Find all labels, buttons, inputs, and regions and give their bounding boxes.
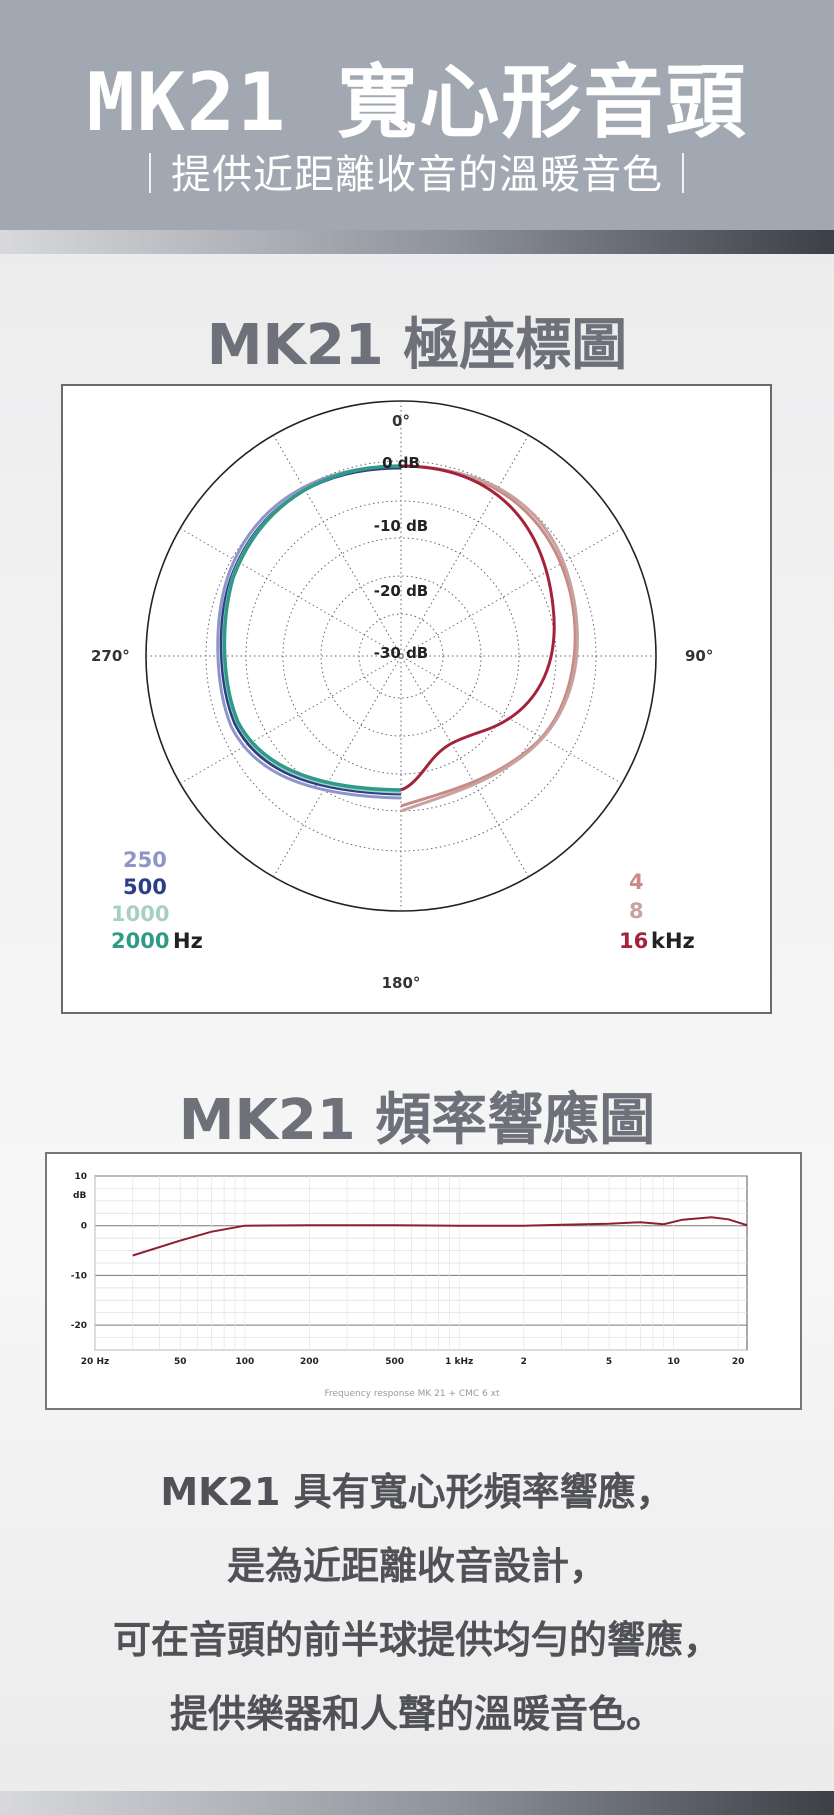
angle-label-0: 0° bbox=[392, 412, 410, 430]
polar-curve-250 bbox=[216, 464, 402, 800]
freq-chart: 100-10-20 20 Hz 50 100 200 500 1 kHz 2 5 10 20 dB… bbox=[71, 1172, 748, 1399]
freq-x-tick: 10 bbox=[667, 1357, 680, 1367]
freq-y-tick: -20 bbox=[71, 1321, 87, 1331]
freq-x-tick: 2 bbox=[521, 1357, 527, 1367]
freq-x-tick: 1 kHz bbox=[445, 1357, 473, 1367]
polar-ring bbox=[320, 575, 482, 737]
angle-label-180: 180° bbox=[382, 974, 421, 992]
page-title: MK21 寬心形音頭 bbox=[0, 38, 834, 154]
freq-x-tick-labels: 20 Hz 50 100 200 500 1 kHz 2 5 10 20 bbox=[81, 1357, 745, 1367]
gradient-band-top bbox=[0, 230, 834, 254]
freq-y-tick-labels: 10 0 -10 -20 bbox=[71, 1172, 87, 1331]
polar-grid bbox=[145, 400, 657, 912]
freq-y-tick: -10 bbox=[71, 1271, 87, 1281]
polar-curve-8k bbox=[400, 464, 579, 813]
freq-x-tick: 200 bbox=[300, 1357, 319, 1367]
polar-chart-panel: 0° 90° 180° 270° 0 dB -10 dB -20 dB -30 … bbox=[61, 384, 772, 1014]
legend-1000: 1000 bbox=[111, 902, 169, 926]
polar-ring bbox=[282, 537, 520, 775]
description: MK21 具有寬心形頻率響應， 是為近距離收音設計， 可在音頭的前半球提供均勻的… bbox=[0, 1455, 834, 1751]
polar-section-title: MK21 極座標圖 bbox=[206, 313, 628, 378]
title-model: MK21 bbox=[86, 56, 288, 149]
legend-hz-unit: Hz bbox=[173, 929, 203, 953]
freq-x-tick: 500 bbox=[385, 1357, 404, 1367]
polar-curves bbox=[216, 464, 579, 813]
db-label-10: -10 dB bbox=[374, 517, 429, 535]
legend-8k: 8 bbox=[629, 899, 644, 923]
page-subtitle: ｜提供近距離收音的溫暖音色｜ bbox=[130, 152, 704, 198]
freq-y-tick: 0 bbox=[81, 1222, 87, 1232]
polar-curve-2000 bbox=[222, 464, 402, 792]
polar-curve-4k bbox=[400, 464, 577, 808]
freq-x-tick: 50 bbox=[174, 1357, 187, 1367]
freq-y-tick: 10 bbox=[74, 1172, 87, 1182]
title-zh: 寬心形音頭 bbox=[337, 56, 748, 149]
legend-4k: 4 bbox=[629, 870, 644, 894]
freq-x-tick: 20 bbox=[732, 1357, 745, 1367]
freq-section-title: MK21 頻率響應圖 bbox=[178, 1088, 656, 1153]
description-line-1: MK21 具有寬心形頻率響應， bbox=[160, 1470, 674, 1514]
db-label-30: -30 dB bbox=[374, 644, 429, 662]
legend-khz-unit: kHz bbox=[651, 929, 695, 953]
polar-curve-16k bbox=[400, 464, 556, 792]
header-banner: MK21 寬心形音頭 ｜提供近距離收音的溫暖音色｜ bbox=[0, 0, 834, 230]
description-line-3: 可在音頭的前半球提供均勻的響應， bbox=[112, 1618, 721, 1662]
freq-x-tick: 20 Hz bbox=[81, 1357, 109, 1367]
description-line-4: 提供樂器和人聲的溫暖音色。 bbox=[169, 1692, 664, 1736]
db-label-0: 0 dB bbox=[382, 454, 420, 472]
legend-16k: 16 bbox=[619, 929, 648, 953]
freq-chart-panel: 10 0 -10 -20 20 Hz 50 100 200 500 1 kHz 2 5 10 20 dB… bbox=[45, 1152, 802, 1410]
legend-2000: 2000 bbox=[111, 929, 169, 953]
freq-x-tick: 100 bbox=[235, 1357, 254, 1367]
angle-label-90: 90° bbox=[685, 647, 713, 665]
legend-500: 500 bbox=[123, 875, 167, 899]
freq-grid bbox=[94, 1175, 748, 1351]
description-line-2: 是為近距離收音設計， bbox=[226, 1544, 607, 1588]
db-label-20: -20 dB bbox=[374, 582, 429, 600]
angle-label-270: 270° bbox=[91, 647, 130, 665]
freq-response-curve bbox=[132, 1216, 748, 1257]
freq-caption: Frequency response MK 21 + CMC 6 xt bbox=[325, 1389, 500, 1399]
polar-curve-1000 bbox=[222, 464, 402, 794]
freq-x-tick: 5 bbox=[606, 1357, 612, 1367]
polar-chart: 0° 90° 180° 270° 0 dB -10 dB -20 dB -30 … bbox=[91, 400, 713, 992]
legend-250: 250 bbox=[123, 848, 167, 872]
freq-y-unit: dB bbox=[73, 1191, 86, 1201]
gradient-band-bottom bbox=[0, 1791, 834, 1815]
